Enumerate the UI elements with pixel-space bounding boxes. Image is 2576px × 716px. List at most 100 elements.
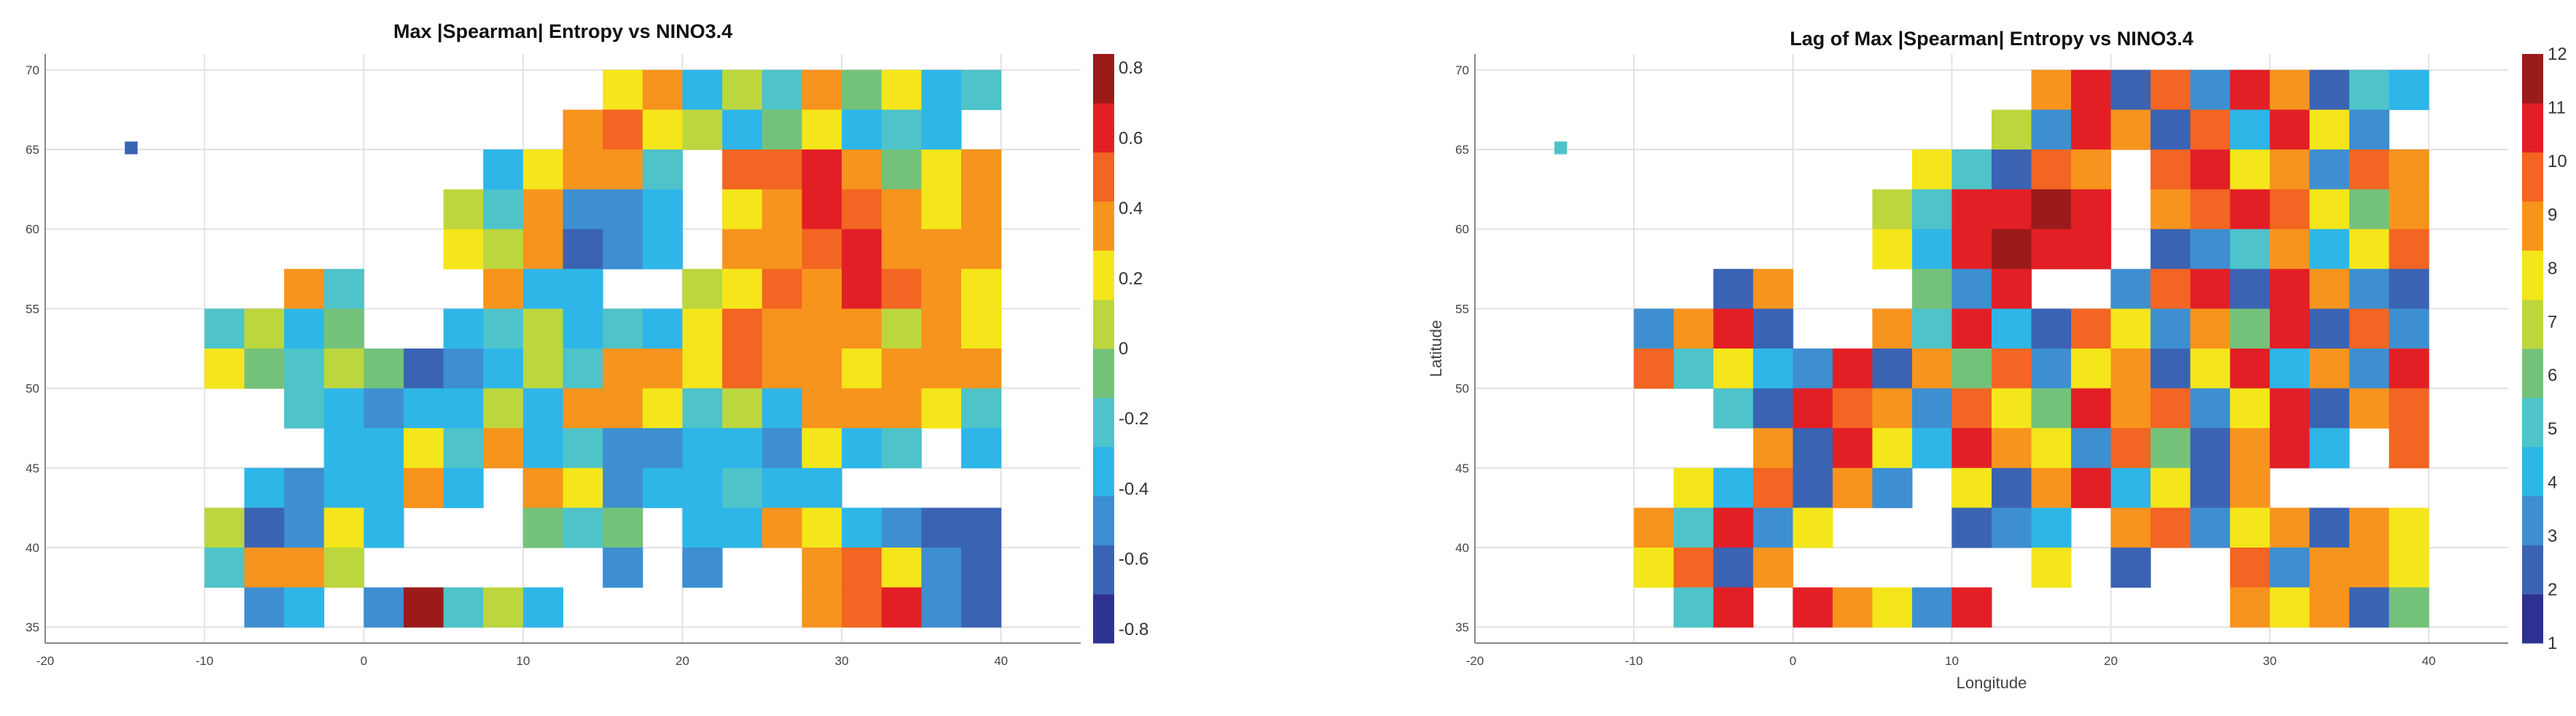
heatmap-cell: [603, 349, 643, 389]
heatmap-cell: [2389, 69, 2430, 110]
heatmap-cell: [1793, 587, 1833, 628]
heatmap-cell: [603, 149, 643, 190]
heatmap-cell: [2031, 69, 2072, 110]
heatmap-cell: [2110, 69, 2151, 110]
heatmap-cell: [802, 507, 842, 548]
heatmap-cell: [1992, 268, 2032, 309]
heatmap-cell: [722, 189, 763, 230]
heatmap-cell: [1673, 547, 1714, 588]
heatmap-cell: [2031, 428, 2072, 469]
colorbar-segment: [2522, 250, 2543, 300]
heatmap-cell: [842, 69, 882, 110]
heatmap-cell: [2071, 308, 2112, 349]
colorbar-tick-label: -0.6: [1119, 550, 1148, 569]
heatmap-cell: [2190, 428, 2231, 469]
heatmap-cell: [324, 428, 364, 469]
heatmap-cell: [1832, 587, 1873, 628]
heatmap-cell: [2031, 109, 2072, 150]
x-tick-label: 10: [1945, 654, 1959, 668]
heatmap-cell: [2190, 189, 2231, 230]
colorbar-segment: [1093, 496, 1114, 545]
heatmap-cell: [2190, 388, 2231, 429]
heatmap-cell: [842, 268, 882, 309]
heatmap-cell: [1753, 467, 1793, 508]
heatmap-cell: [522, 467, 563, 508]
heatmap-cell: [1793, 428, 1833, 469]
heatmap-cell: [603, 428, 643, 469]
heatmap-cell: [1992, 388, 2032, 429]
y-tick-label: 50: [1455, 382, 1469, 396]
heatmap-cell: [2389, 189, 2430, 230]
heatmap-cell: [642, 109, 683, 150]
heatmap-cell: [403, 467, 445, 508]
heatmap-cell: [1992, 507, 2032, 548]
heatmap-cell: [2150, 428, 2191, 469]
colorbar-segment: [1093, 545, 1114, 595]
y-tick-label: 65: [26, 143, 39, 157]
heatmap-cell: [881, 109, 922, 150]
colorbar-segment: [1093, 54, 1114, 104]
heatmap-cell: [921, 547, 962, 588]
heatmap-cell: [2309, 507, 2350, 548]
heatmap-cell: [522, 268, 563, 309]
heatmap-cell: [603, 189, 643, 230]
heatmap-cell: [483, 149, 524, 190]
heatmap-cell: [642, 428, 683, 469]
heatmap-cell: [1992, 229, 2032, 270]
heatmap-cell: [842, 428, 882, 469]
heatmap-cell: [1911, 308, 1952, 349]
heatmap-cell: [483, 189, 524, 230]
colorbar-segment: [1093, 349, 1114, 398]
heatmap-cell: [244, 308, 285, 349]
heatmap-cell: [283, 507, 325, 548]
heatmap-cell: [842, 149, 882, 190]
heatmap-cell: [443, 388, 484, 429]
heatmap-cell: [1911, 149, 1952, 190]
heatmap-cell: [2150, 149, 2191, 190]
heatmap-cell: [2150, 268, 2191, 309]
x-axis-label: Longitude: [1957, 674, 2027, 692]
heatmap-cell: [1793, 467, 1833, 508]
heatmap-cell: [881, 547, 922, 588]
colorbar-segment: [1093, 299, 1114, 349]
heatmap-cell: [961, 308, 1002, 349]
colorbar-tick-label: 0.4: [1119, 199, 1143, 219]
heatmap-cell: [881, 428, 922, 469]
heatmap-cell: [1951, 189, 1992, 230]
heatmap-cell: [2389, 349, 2430, 389]
heatmap-cell: [1753, 428, 1793, 469]
heatmap-cell: [443, 428, 484, 469]
heatmap-cell: [2269, 587, 2310, 628]
heatmap-cell: [1753, 268, 1793, 309]
heatmap-cell: [762, 428, 802, 469]
heatmap-cell: [2190, 349, 2231, 389]
heatmap-cell: [603, 388, 643, 429]
heatmap-cell: [682, 109, 723, 150]
colorbar-segment: [1093, 152, 1114, 202]
heatmap-cell: [244, 507, 285, 548]
heatmap-cell: [2349, 229, 2389, 270]
heatmap-cell: [2389, 587, 2430, 628]
heatmap-cell: [324, 268, 364, 309]
heatmap-cell: [2110, 109, 2151, 150]
heatmap-cell: [802, 109, 842, 150]
heatmap-cell: [2389, 547, 2430, 588]
heatmap-cell: [2230, 507, 2271, 548]
heatmap-cell: [603, 467, 643, 508]
heatmap-cell: [1992, 149, 2032, 190]
chart-2: Lag of Max |Spearman| Entropy vs NINO3.4…: [1427, 28, 2567, 692]
heatmap-cell: [961, 428, 1002, 469]
heatmap-cell: [603, 229, 643, 270]
heatmap-cell: [1911, 349, 1952, 389]
colorbar-segment: [2522, 446, 2543, 497]
heatmap-cell: [921, 109, 962, 150]
heatmap-cell: [802, 69, 842, 110]
heatmap-cell: [961, 268, 1002, 309]
heatmap-cell: [2071, 69, 2112, 110]
heatmap-cell: [483, 388, 524, 429]
heatmap-cell: [324, 507, 364, 548]
heatmap-cell: [762, 507, 802, 548]
heatmap-cell: [682, 349, 723, 389]
heatmap-cell: [842, 189, 882, 230]
y-tick-label: 45: [26, 462, 39, 475]
